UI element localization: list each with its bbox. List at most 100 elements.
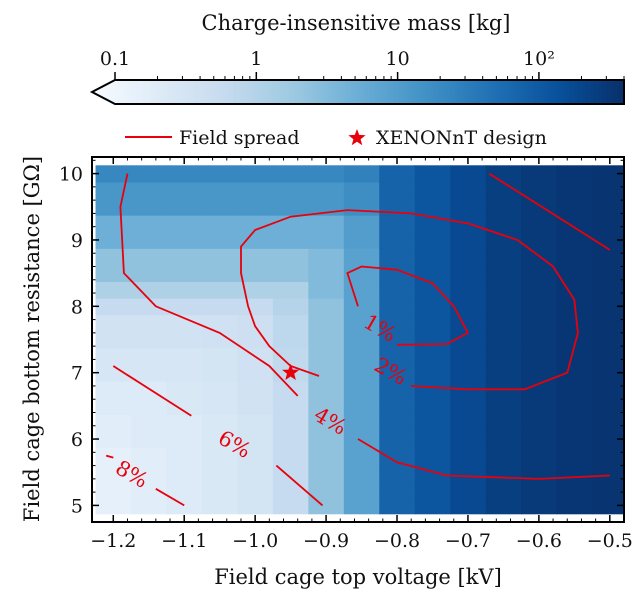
heatmap-cell xyxy=(343,231,380,249)
heatmap-cell xyxy=(414,480,451,498)
heatmap-cell xyxy=(131,480,168,498)
y-tick-label: 9 xyxy=(71,230,83,252)
heatmap-cell xyxy=(201,248,239,266)
heatmap-cell xyxy=(201,364,239,382)
heatmap-cell xyxy=(308,231,345,249)
heatmap-cell xyxy=(592,248,624,266)
heatmap-cell xyxy=(343,347,380,365)
heatmap-cell xyxy=(521,480,558,498)
heatmap-cell xyxy=(343,380,380,399)
heatmap-cell xyxy=(201,215,239,233)
heatmap-cell xyxy=(592,414,624,432)
heatmap-cell xyxy=(414,248,451,266)
heatmap-cell xyxy=(237,231,274,249)
heatmap-cell xyxy=(450,397,487,415)
heatmap-cell xyxy=(272,181,309,200)
heatmap-cell xyxy=(201,165,239,183)
heatmap-cell xyxy=(237,380,274,399)
y-axis-label: Field cage bottom resistance [GΩ] xyxy=(20,156,44,522)
heatmap-cell xyxy=(308,463,345,482)
heatmap-cell xyxy=(272,447,309,465)
heatmap-cell xyxy=(592,314,624,332)
heatmap-cell xyxy=(166,463,203,482)
heatmap-cell xyxy=(308,264,345,283)
heatmap-cell xyxy=(272,463,309,482)
heatmap-cell xyxy=(556,231,593,249)
heatmap-cell xyxy=(379,463,416,482)
heatmap-cell xyxy=(131,447,168,465)
heatmap-cell xyxy=(485,480,522,498)
heatmap-cell xyxy=(414,314,451,332)
heatmap-cell xyxy=(343,331,380,349)
heatmap-cell xyxy=(166,231,203,249)
heatmap-cell xyxy=(521,447,558,465)
heatmap-cell xyxy=(308,480,345,498)
heatmap-cell xyxy=(201,414,239,432)
heatmap-cell xyxy=(450,414,487,432)
heatmap-cell xyxy=(450,314,487,332)
heatmap-cell xyxy=(450,248,487,266)
heatmap-cell xyxy=(308,181,345,200)
heatmap-cell xyxy=(237,430,274,448)
heatmap xyxy=(95,165,624,515)
heatmap-cell xyxy=(521,215,558,233)
heatmap-cell xyxy=(131,215,168,233)
xenonnt-design-marker xyxy=(282,363,300,380)
heatmap-cell xyxy=(95,165,132,183)
heatmap-cell xyxy=(450,364,487,382)
heatmap-cell xyxy=(95,181,132,200)
heatmap-cell xyxy=(166,447,203,465)
heatmap-cell xyxy=(166,430,203,448)
contour-line xyxy=(240,209,579,391)
heatmap-cell xyxy=(521,165,558,183)
heatmap-cell xyxy=(237,248,274,266)
heatmap-cell xyxy=(521,314,558,332)
heatmap-cell xyxy=(95,380,132,399)
heatmap-cell xyxy=(592,264,624,283)
heatmap-cell xyxy=(521,430,558,448)
contours xyxy=(105,172,611,507)
heatmap-cell xyxy=(521,264,558,283)
heatmap-cell xyxy=(556,430,593,448)
heatmap-cell xyxy=(201,314,239,332)
heatmap-cell xyxy=(485,364,522,382)
heatmap-cell xyxy=(308,397,345,415)
heatmap-cell xyxy=(166,198,203,216)
heatmap-cell xyxy=(343,314,380,332)
heatmap-cell xyxy=(556,397,593,415)
heatmap-cell xyxy=(592,364,624,382)
heatmap-cell xyxy=(521,281,558,299)
heatmap-cell xyxy=(95,198,132,216)
heatmap-cell xyxy=(556,165,593,183)
colorbar-label: Charge-insensitive mass [kg] xyxy=(202,11,511,35)
heatmap-cell xyxy=(131,347,168,365)
heatmap-cell xyxy=(131,430,168,448)
heatmap-cell xyxy=(450,198,487,216)
heatmap-cell xyxy=(201,347,239,365)
heatmap-cell xyxy=(556,264,593,283)
heatmap-cell xyxy=(379,414,416,432)
heatmap-cell xyxy=(379,430,416,448)
heatmap-cell xyxy=(95,215,132,233)
heatmap-cell xyxy=(308,447,345,465)
heatmap-cell xyxy=(95,314,132,332)
heatmap-cell xyxy=(131,264,168,283)
heatmap-cell xyxy=(521,463,558,482)
heatmap-cell xyxy=(308,414,345,432)
heatmap-cell xyxy=(95,364,132,382)
heatmap-cell xyxy=(272,497,309,515)
heatmap-cell xyxy=(343,364,380,382)
x-tick-label: −1.0 xyxy=(232,530,278,552)
heatmap-cell xyxy=(592,397,624,415)
heatmap-cell xyxy=(379,281,416,299)
heatmap-cell xyxy=(131,364,168,382)
heatmap-cell xyxy=(272,198,309,216)
colorbar-tick-label: 10 xyxy=(386,48,410,70)
heatmap-cell xyxy=(450,480,487,498)
heatmap-cell xyxy=(95,331,132,349)
x-tick-label: −1.1 xyxy=(161,530,207,552)
heatmap-cell xyxy=(343,397,380,415)
heatmap-cell xyxy=(131,414,168,432)
heatmap-cell xyxy=(556,248,593,266)
heatmap-cell xyxy=(592,281,624,299)
